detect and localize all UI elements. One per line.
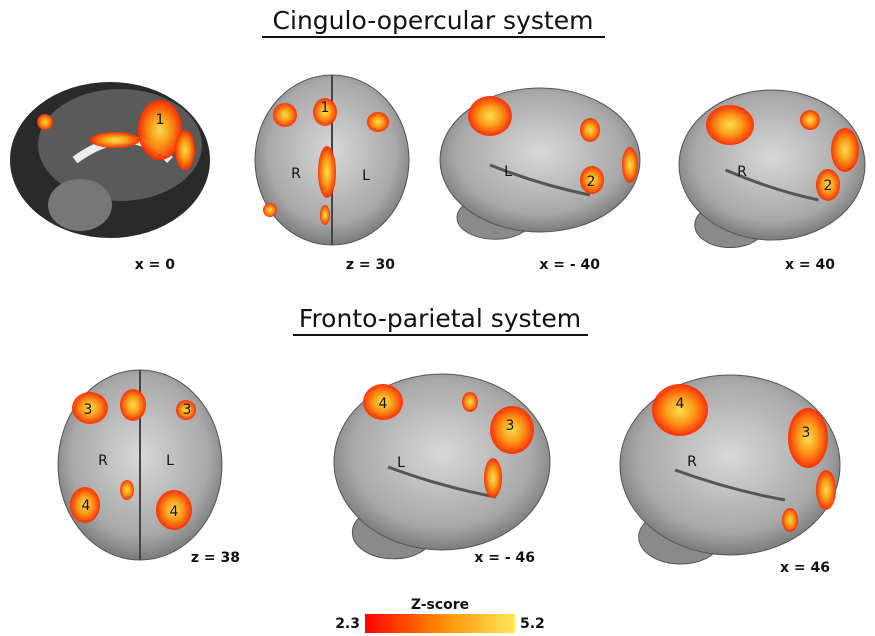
region-label: 4: [379, 396, 388, 412]
brain-panel: R 2 x = 40: [679, 90, 865, 273]
activation: [263, 203, 277, 217]
region-label: R: [98, 453, 108, 469]
activation: [816, 470, 836, 510]
activation: [782, 508, 798, 532]
activation: [320, 205, 330, 225]
region-label: 1: [321, 100, 330, 116]
slice-label: x = 40: [785, 257, 835, 273]
section-title: Cingulo-opercular system: [273, 6, 594, 35]
slice-label: x = - 46: [474, 550, 535, 566]
brain-panel: L 2 x = - 40: [440, 88, 640, 273]
region-label: R: [291, 166, 301, 182]
activation: [90, 132, 140, 148]
region-label: 3: [84, 402, 93, 418]
slice-label: x = - 40: [539, 257, 600, 273]
figure: 1 x = 0 1 R Lz = 30 L 2 x = - 40 R 2 x = 40 3 3 R L 4 4 z…: [0, 0, 875, 636]
activation: [120, 389, 146, 421]
activation: [484, 458, 502, 498]
region-label: L: [397, 455, 405, 471]
brain-panel: 1 x = 0: [10, 82, 210, 273]
slice-label: x = 46: [780, 560, 830, 576]
activation: [367, 112, 389, 132]
activation: [622, 147, 638, 183]
slice-label: z = 38: [191, 550, 240, 566]
activation: [580, 118, 600, 142]
region-label: 4: [82, 498, 91, 514]
region-label: 1: [156, 112, 165, 128]
cerebellum: [48, 179, 112, 231]
region-label: 2: [824, 178, 833, 194]
region-label: 4: [170, 504, 179, 520]
slice-label: z = 30: [346, 257, 395, 273]
region-label: L: [166, 453, 174, 469]
region-label: L: [504, 164, 512, 180]
brain-panel: 4 L 3 x = - 46: [334, 374, 550, 566]
activation: [273, 103, 297, 127]
activation: [462, 392, 478, 412]
activation: [706, 105, 754, 145]
colorbar-title: Z-score: [411, 597, 469, 613]
activation: [37, 114, 53, 130]
section-title: Fronto-parietal system: [299, 304, 581, 333]
region-label: R: [737, 164, 747, 180]
region-label: 4: [676, 396, 685, 412]
colorbar-min: 2.3: [335, 616, 360, 632]
activation: [318, 146, 336, 198]
activation: [120, 480, 134, 500]
brain-panel: 3 3 R L 4 4 z = 38: [58, 370, 240, 566]
colorbar: [365, 614, 515, 633]
region-label: 3: [506, 418, 515, 434]
brain-panel: 1 R Lz = 30: [255, 75, 409, 273]
region-label: L: [362, 168, 370, 184]
activation: [468, 96, 512, 136]
region-label: R: [687, 454, 697, 470]
region-label: 2: [587, 174, 596, 190]
slice-label: x = 0: [135, 257, 176, 273]
activation: [175, 130, 195, 170]
activation: [800, 110, 820, 130]
region-label: 3: [183, 402, 192, 418]
colorbar-max: 5.2: [520, 616, 545, 632]
brain-panel: 4 R 3 x = 46: [620, 375, 840, 576]
activation: [831, 128, 859, 172]
region-label: 3: [802, 425, 811, 441]
